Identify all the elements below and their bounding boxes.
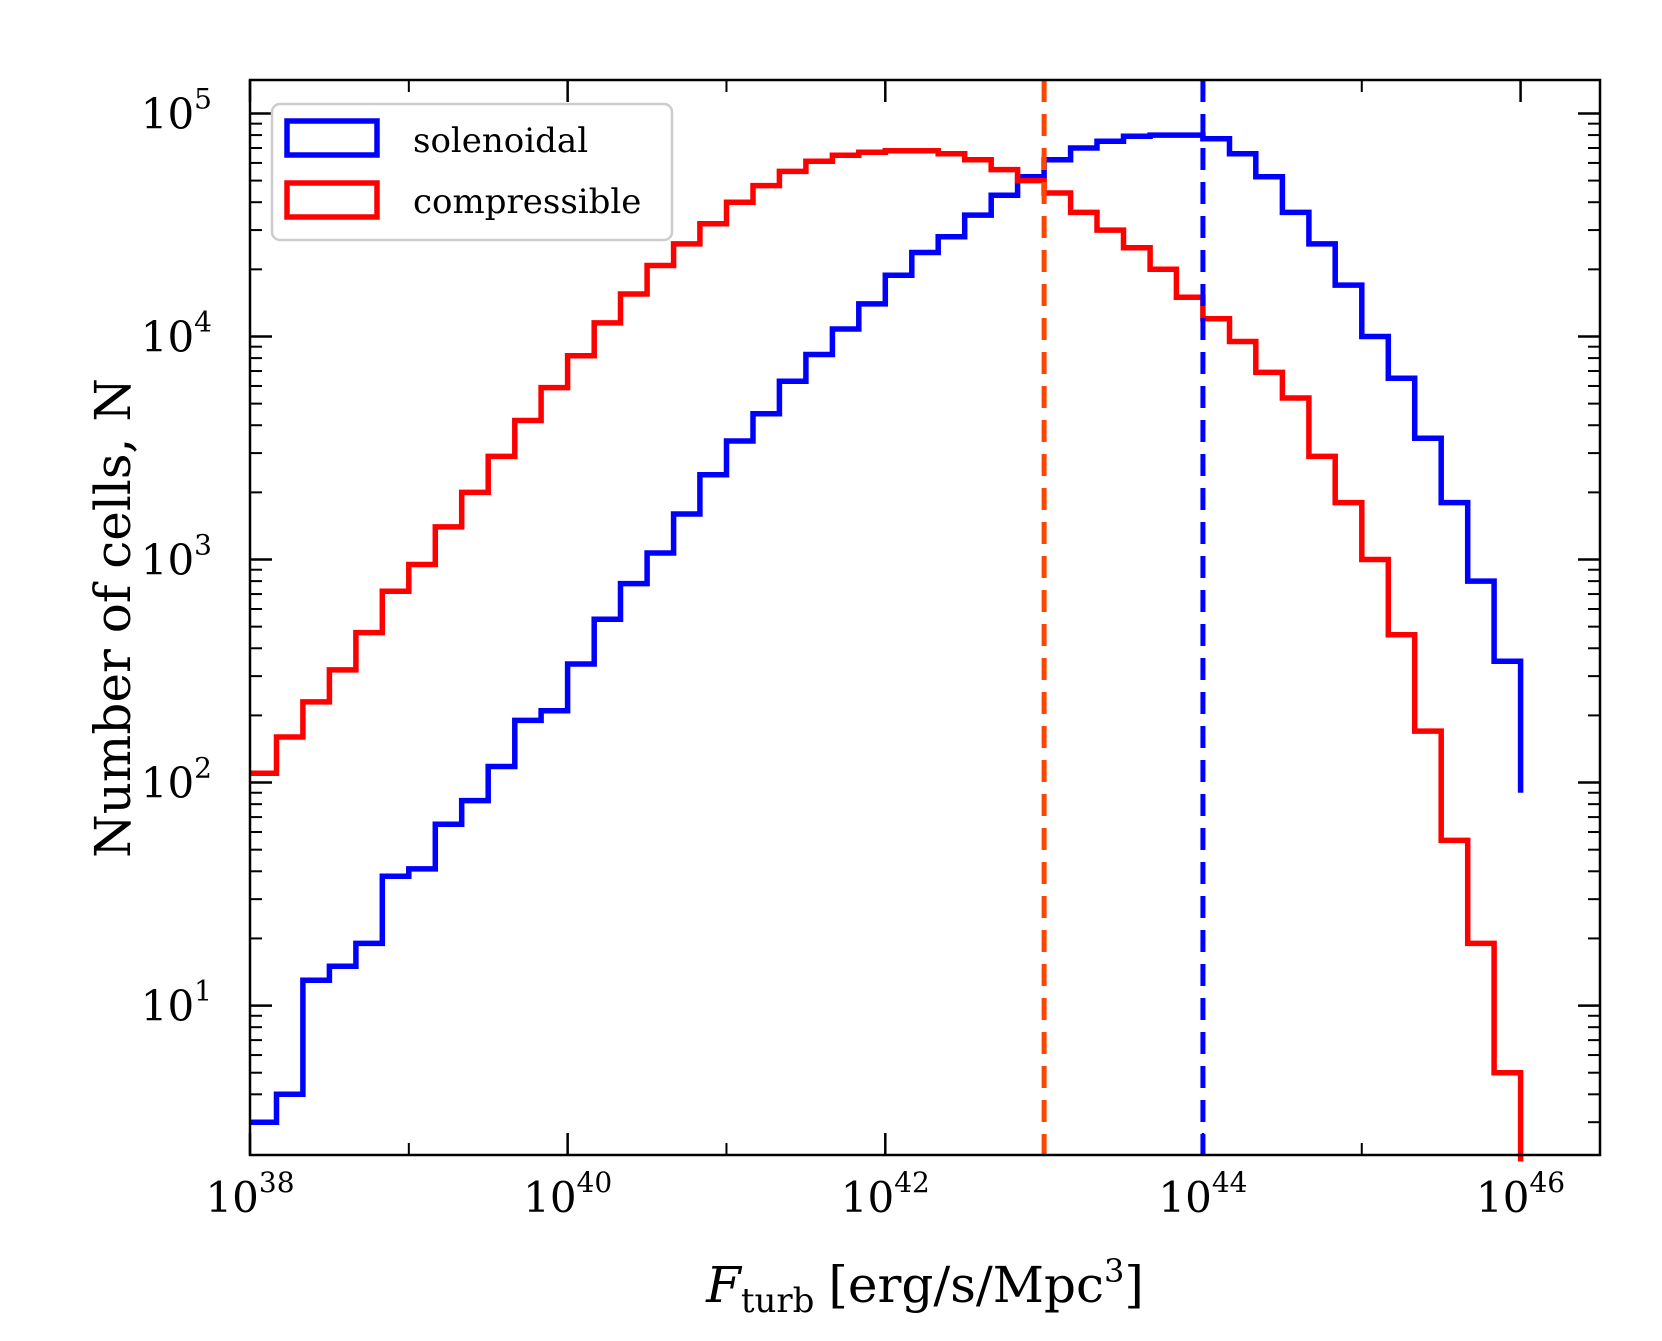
x-tick-label: 1044	[1158, 1166, 1247, 1222]
series-layer	[250, 132, 1524, 1162]
series-line-solenoidal	[250, 132, 1524, 1125]
mean-lines	[1041, 80, 1206, 1155]
y-tick-label: 103	[141, 529, 212, 585]
x-tick-label: 1038	[205, 1166, 294, 1222]
y-tick-label: 102	[141, 752, 212, 808]
legend-box	[270, 102, 674, 242]
y-tick-label: 101	[141, 975, 212, 1031]
legend-swatch-solenoidal	[284, 118, 380, 158]
plot-frame	[248, 78, 1602, 1157]
legend-label-solenoidal: solenoidal	[413, 121, 588, 161]
plot-area	[248, 78, 1602, 1162]
y-axis-title: Number of cells, N	[84, 378, 142, 858]
y-tick-label: 104	[141, 305, 212, 361]
series-line-compressible	[250, 148, 1524, 1162]
legend-label-compressible: compressible	[413, 182, 641, 222]
tick-labels: 1038 1040 1042 1044 1046 101 102 103 104 105	[141, 82, 1565, 1222]
x-tick-label: 1040	[523, 1166, 612, 1222]
legend-swatch-compressible	[284, 180, 380, 220]
x-tick-label: 1042	[841, 1166, 930, 1222]
x-tick-label: 1046	[1476, 1166, 1565, 1222]
y-tick-label: 105	[141, 82, 212, 138]
legend: solenoidal compressible	[270, 102, 674, 242]
x-axis-title: Fturb [erg/s/Mpc3]	[705, 1252, 1144, 1321]
